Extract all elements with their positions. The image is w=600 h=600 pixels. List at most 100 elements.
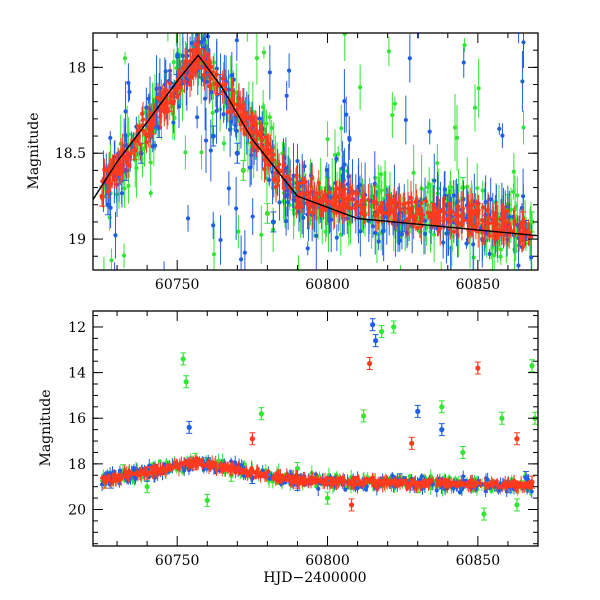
- data-point: [102, 287, 106, 291]
- data-point: [332, 190, 337, 196]
- data-point: [378, 188, 384, 193]
- data-point: [121, 253, 127, 258]
- data-point: [203, 463, 208, 468]
- data-point: [240, 167, 246, 173]
- data-point: [202, 301, 206, 305]
- data-point: [211, 69, 216, 75]
- data-point: [245, 115, 251, 120]
- data-point: [283, 194, 288, 199]
- data-point: [347, 206, 352, 211]
- data-point: [165, 101, 170, 106]
- data-point: [416, 17, 420, 21]
- data-point: [156, 124, 162, 131]
- data-point: [119, 191, 125, 196]
- data-point: [406, 216, 411, 221]
- data-point: [226, 186, 231, 191]
- data-point: [376, 208, 381, 213]
- data-point: [310, 176, 315, 181]
- data-point: [126, 183, 131, 188]
- data-point: [521, 40, 526, 45]
- data-point: [467, 213, 472, 218]
- data-point: [261, 50, 267, 55]
- data-point: [383, 210, 388, 215]
- data-point: [114, 171, 120, 177]
- data-point: [269, 148, 274, 153]
- data-point: [277, 200, 282, 205]
- x-tick-label: 60850: [456, 277, 501, 293]
- data-point: [301, 215, 306, 220]
- data-point: [178, 85, 183, 90]
- data-point: [508, 207, 514, 212]
- data-point: [324, 495, 331, 501]
- data-point: [514, 502, 520, 508]
- data-point: [171, 60, 176, 65]
- data-point: [480, 218, 485, 223]
- data-point: [439, 427, 445, 433]
- data-point: [461, 197, 466, 202]
- data-point: [529, 255, 534, 260]
- data-point: [125, 153, 130, 159]
- data-point: [144, 484, 150, 490]
- data-point: [530, 286, 534, 290]
- data-point: [322, 3, 326, 7]
- data-point: [515, 193, 520, 198]
- data-point: [254, 56, 260, 61]
- data-point: [273, 184, 279, 189]
- data-point: [132, 147, 138, 153]
- data-point: [229, 73, 234, 78]
- data-point: [495, 235, 500, 240]
- data-point: [168, 99, 174, 105]
- data-point: [460, 449, 466, 456]
- data-point: [245, 24, 249, 28]
- data-point: [427, 129, 432, 134]
- data-point: [148, 191, 153, 196]
- data-point: [449, 272, 453, 276]
- data-point: [271, 152, 276, 157]
- data-point: [393, 14, 397, 18]
- data-point: [185, 53, 190, 58]
- data-point: [249, 130, 254, 135]
- data-point: [199, 150, 204, 155]
- data-point: [276, 178, 281, 183]
- top-model-curve: [93, 54, 538, 237]
- data-point: [447, 201, 452, 207]
- data-point: [167, 81, 173, 86]
- data-point: [285, 188, 290, 193]
- data-point: [434, 488, 439, 493]
- data-point: [505, 208, 510, 214]
- data-point: [298, 200, 303, 205]
- x-tick-label: 60800: [305, 277, 350, 293]
- data-point: [457, 490, 462, 495]
- data-point: [123, 133, 128, 138]
- data-point: [461, 218, 467, 223]
- data-point: [407, 56, 412, 61]
- data-point: [122, 186, 127, 191]
- data-point: [300, 190, 305, 195]
- data-point: [442, 187, 448, 192]
- data-point: [206, 59, 211, 64]
- data-point: [139, 111, 145, 117]
- y-tick-label: 19: [68, 232, 86, 248]
- data-point: [411, 170, 416, 175]
- data-point: [307, 209, 312, 214]
- data-point: [516, 263, 521, 268]
- data-point: [475, 210, 481, 216]
- data-point: [334, 186, 339, 191]
- data-point: [432, 178, 437, 183]
- data-point: [334, 235, 339, 240]
- data-point: [148, 160, 153, 165]
- data-point: [500, 133, 505, 138]
- data-point: [284, 93, 289, 98]
- data-point: [397, 200, 402, 205]
- data-point: [526, 230, 531, 235]
- data-point: [325, 137, 330, 142]
- data-point: [371, 200, 376, 205]
- data-point: [490, 244, 495, 250]
- data-point: [520, 219, 526, 225]
- data-point: [342, 98, 347, 104]
- data-point: [207, 84, 212, 89]
- data-point: [175, 52, 180, 57]
- data-point: [459, 223, 464, 228]
- data-point: [204, 79, 209, 84]
